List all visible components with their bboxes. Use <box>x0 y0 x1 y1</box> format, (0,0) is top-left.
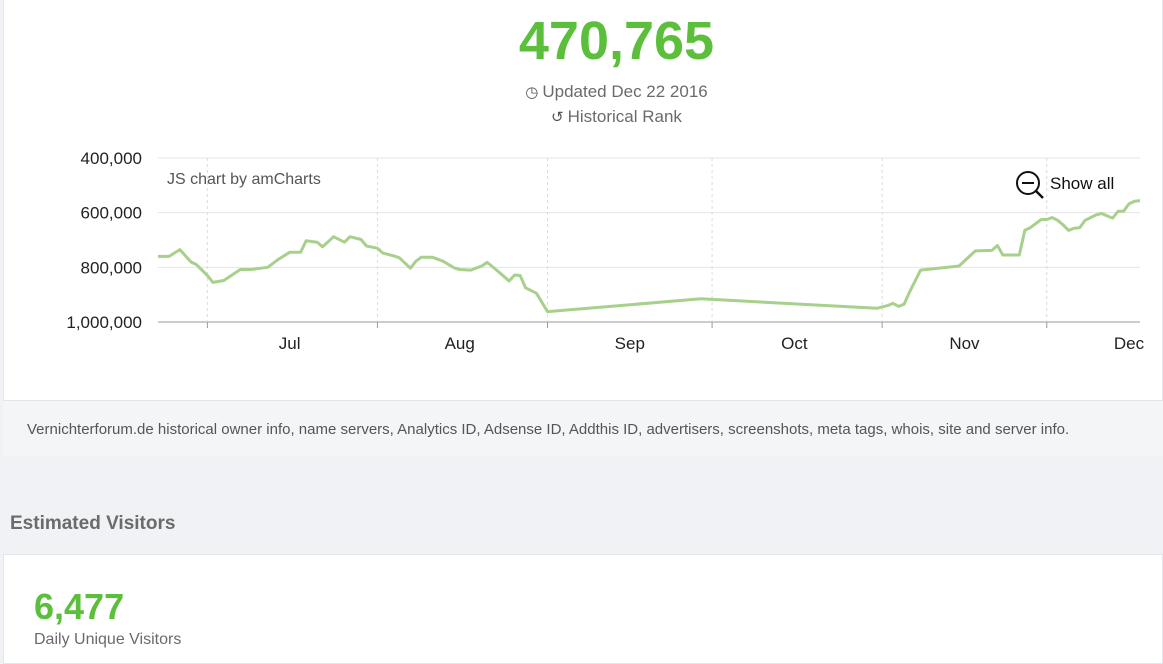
daily-visitors-label: Daily Unique Visitors <box>34 631 182 648</box>
daily-visitors-value: 6,477 <box>34 586 125 627</box>
y-axis: 400,000 600,000 800,000 1,000,000 <box>66 149 142 332</box>
chart-credit[interactable]: JS chart by amCharts <box>167 171 321 188</box>
estimated-visitors-heading: Estimated Visitors <box>10 513 176 534</box>
description-bar: Vernichterforum.de historical owner info… <box>3 400 1163 456</box>
show-all-button[interactable]: Show all <box>1016 171 1114 199</box>
x-axis: Jul Aug Sep Oct Nov Dec <box>206 322 1145 353</box>
updated-line: ◷ Updated Dec 22 2016 <box>0 82 1163 102</box>
x-tick-label: Oct <box>781 334 808 353</box>
y-tick-label: 1,000,000 <box>66 313 142 332</box>
rank-card <box>3 0 1163 456</box>
y-tick-label: 400,000 <box>81 149 142 168</box>
x-tick-label: Dec <box>1114 334 1145 353</box>
updated-text: Updated Dec 22 2016 <box>542 82 708 101</box>
rank-chart[interactable]: 400,000 600,000 800,000 1,000,000 Jul Aug Sep… <box>0 140 1160 370</box>
show-all-label: Show all <box>1050 174 1114 193</box>
historical-rank-line: ↺ Historical Rank <box>0 107 1163 127</box>
chart-grid <box>158 157 1140 323</box>
zoom-out-icon <box>1016 171 1044 199</box>
y-tick-label: 800,000 <box>81 258 142 277</box>
rank-value: 470,765 <box>518 11 715 71</box>
x-tick-label: Sep <box>615 334 645 353</box>
site-description: Vernichterforum.de historical owner info… <box>27 421 1070 438</box>
history-icon: ↺ <box>551 109 564 126</box>
x-tick-label: Nov <box>949 334 980 353</box>
y-tick-label: 600,000 <box>81 204 142 223</box>
clock-icon: ◷ <box>525 84 539 101</box>
x-tick-label: Aug <box>445 334 475 353</box>
visitors-card: 6,477 Daily Unique Visitors <box>3 554 1163 664</box>
chart-svg: 400,000 600,000 800,000 1,000,000 Jul Aug Sep… <box>66 149 1145 353</box>
x-tick-label: Jul <box>279 334 301 353</box>
historical-rank-text: Historical Rank <box>567 107 682 126</box>
series-line <box>158 199 1141 314</box>
